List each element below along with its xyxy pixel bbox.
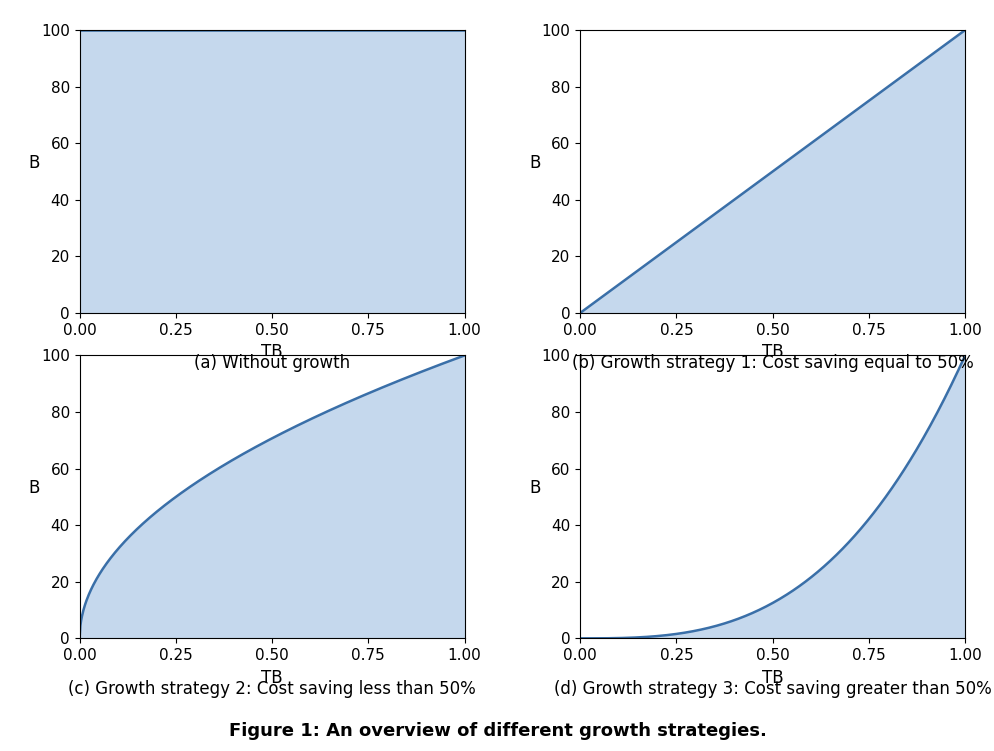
X-axis label: TB: TB bbox=[761, 668, 782, 686]
Y-axis label: B: B bbox=[529, 479, 540, 497]
X-axis label: TB: TB bbox=[761, 343, 782, 361]
X-axis label: TB: TB bbox=[261, 343, 282, 361]
Y-axis label: B: B bbox=[529, 153, 540, 171]
Text: (d) Growth strategy 3: Cost saving greater than 50%: (d) Growth strategy 3: Cost saving great… bbox=[554, 680, 990, 698]
Text: Figure 1: An overview of different growth strategies.: Figure 1: An overview of different growt… bbox=[229, 722, 765, 740]
Text: (c) Growth strategy 2: Cost saving less than 50%: (c) Growth strategy 2: Cost saving less … bbox=[69, 680, 475, 698]
Text: (a) Without growth: (a) Without growth bbox=[194, 354, 350, 372]
Y-axis label: B: B bbox=[29, 153, 40, 171]
Y-axis label: B: B bbox=[29, 479, 40, 497]
X-axis label: TB: TB bbox=[261, 668, 282, 686]
Text: (b) Growth strategy 1: Cost saving equal to 50%: (b) Growth strategy 1: Cost saving equal… bbox=[572, 354, 972, 372]
